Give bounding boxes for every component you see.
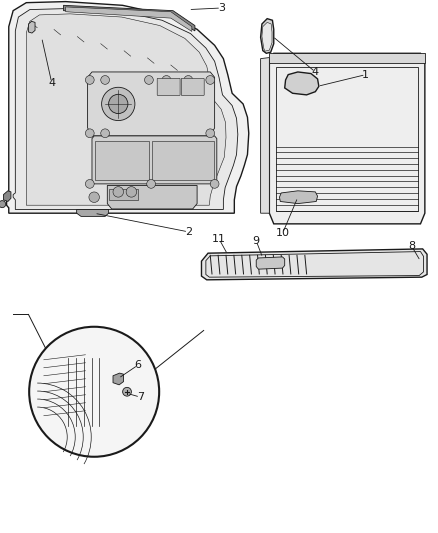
Polygon shape bbox=[4, 191, 11, 201]
Circle shape bbox=[89, 192, 99, 203]
Polygon shape bbox=[261, 58, 269, 213]
Text: 4: 4 bbox=[312, 67, 319, 77]
Polygon shape bbox=[26, 14, 226, 205]
Text: 4: 4 bbox=[48, 78, 55, 87]
FancyBboxPatch shape bbox=[181, 78, 204, 95]
Circle shape bbox=[101, 76, 110, 84]
Circle shape bbox=[206, 76, 215, 84]
Polygon shape bbox=[66, 7, 192, 31]
Polygon shape bbox=[64, 5, 195, 31]
Polygon shape bbox=[77, 209, 109, 216]
Polygon shape bbox=[152, 141, 214, 180]
Circle shape bbox=[85, 76, 94, 84]
Circle shape bbox=[102, 87, 135, 120]
Polygon shape bbox=[279, 191, 318, 204]
Circle shape bbox=[162, 76, 171, 84]
Circle shape bbox=[85, 129, 94, 138]
Text: 2: 2 bbox=[185, 227, 192, 237]
Polygon shape bbox=[201, 249, 427, 280]
Polygon shape bbox=[109, 189, 138, 200]
Circle shape bbox=[184, 76, 193, 84]
Text: 9: 9 bbox=[253, 236, 260, 246]
Text: 1: 1 bbox=[362, 70, 369, 79]
Text: 11: 11 bbox=[212, 234, 226, 244]
Circle shape bbox=[145, 76, 153, 84]
Polygon shape bbox=[269, 53, 425, 63]
Polygon shape bbox=[95, 141, 149, 180]
Circle shape bbox=[147, 180, 155, 188]
Polygon shape bbox=[107, 185, 197, 209]
Polygon shape bbox=[92, 136, 217, 184]
Circle shape bbox=[113, 187, 124, 197]
Text: 8: 8 bbox=[408, 241, 415, 251]
FancyBboxPatch shape bbox=[157, 78, 180, 95]
Text: 10: 10 bbox=[276, 229, 290, 238]
Circle shape bbox=[109, 94, 128, 114]
Polygon shape bbox=[262, 22, 272, 51]
Circle shape bbox=[85, 180, 94, 188]
Text: 7: 7 bbox=[137, 392, 144, 402]
Circle shape bbox=[123, 387, 131, 396]
Polygon shape bbox=[256, 257, 285, 269]
Polygon shape bbox=[113, 373, 124, 385]
Polygon shape bbox=[269, 53, 425, 224]
Circle shape bbox=[0, 200, 6, 208]
Text: 6: 6 bbox=[134, 360, 141, 370]
Polygon shape bbox=[13, 9, 238, 209]
Circle shape bbox=[206, 129, 215, 138]
Text: 3: 3 bbox=[218, 3, 225, 13]
Polygon shape bbox=[7, 2, 249, 213]
Circle shape bbox=[126, 187, 137, 197]
Polygon shape bbox=[261, 19, 274, 53]
Polygon shape bbox=[88, 72, 215, 136]
Polygon shape bbox=[285, 72, 319, 95]
Circle shape bbox=[210, 180, 219, 188]
Polygon shape bbox=[28, 21, 35, 33]
Circle shape bbox=[101, 129, 110, 138]
Circle shape bbox=[29, 327, 159, 457]
